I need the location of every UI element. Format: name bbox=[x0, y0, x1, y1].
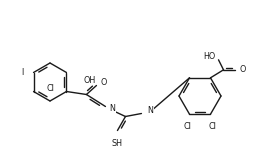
Text: Cl: Cl bbox=[46, 84, 54, 93]
Text: Cl: Cl bbox=[183, 122, 191, 131]
Text: SH: SH bbox=[112, 139, 123, 148]
Text: N: N bbox=[109, 104, 115, 113]
Text: N: N bbox=[147, 106, 153, 115]
Text: I: I bbox=[21, 68, 24, 77]
Text: O: O bbox=[101, 78, 107, 87]
Text: O: O bbox=[240, 65, 246, 74]
Text: HO: HO bbox=[203, 52, 215, 61]
Text: OH: OH bbox=[83, 76, 96, 85]
Text: Cl: Cl bbox=[209, 122, 217, 131]
